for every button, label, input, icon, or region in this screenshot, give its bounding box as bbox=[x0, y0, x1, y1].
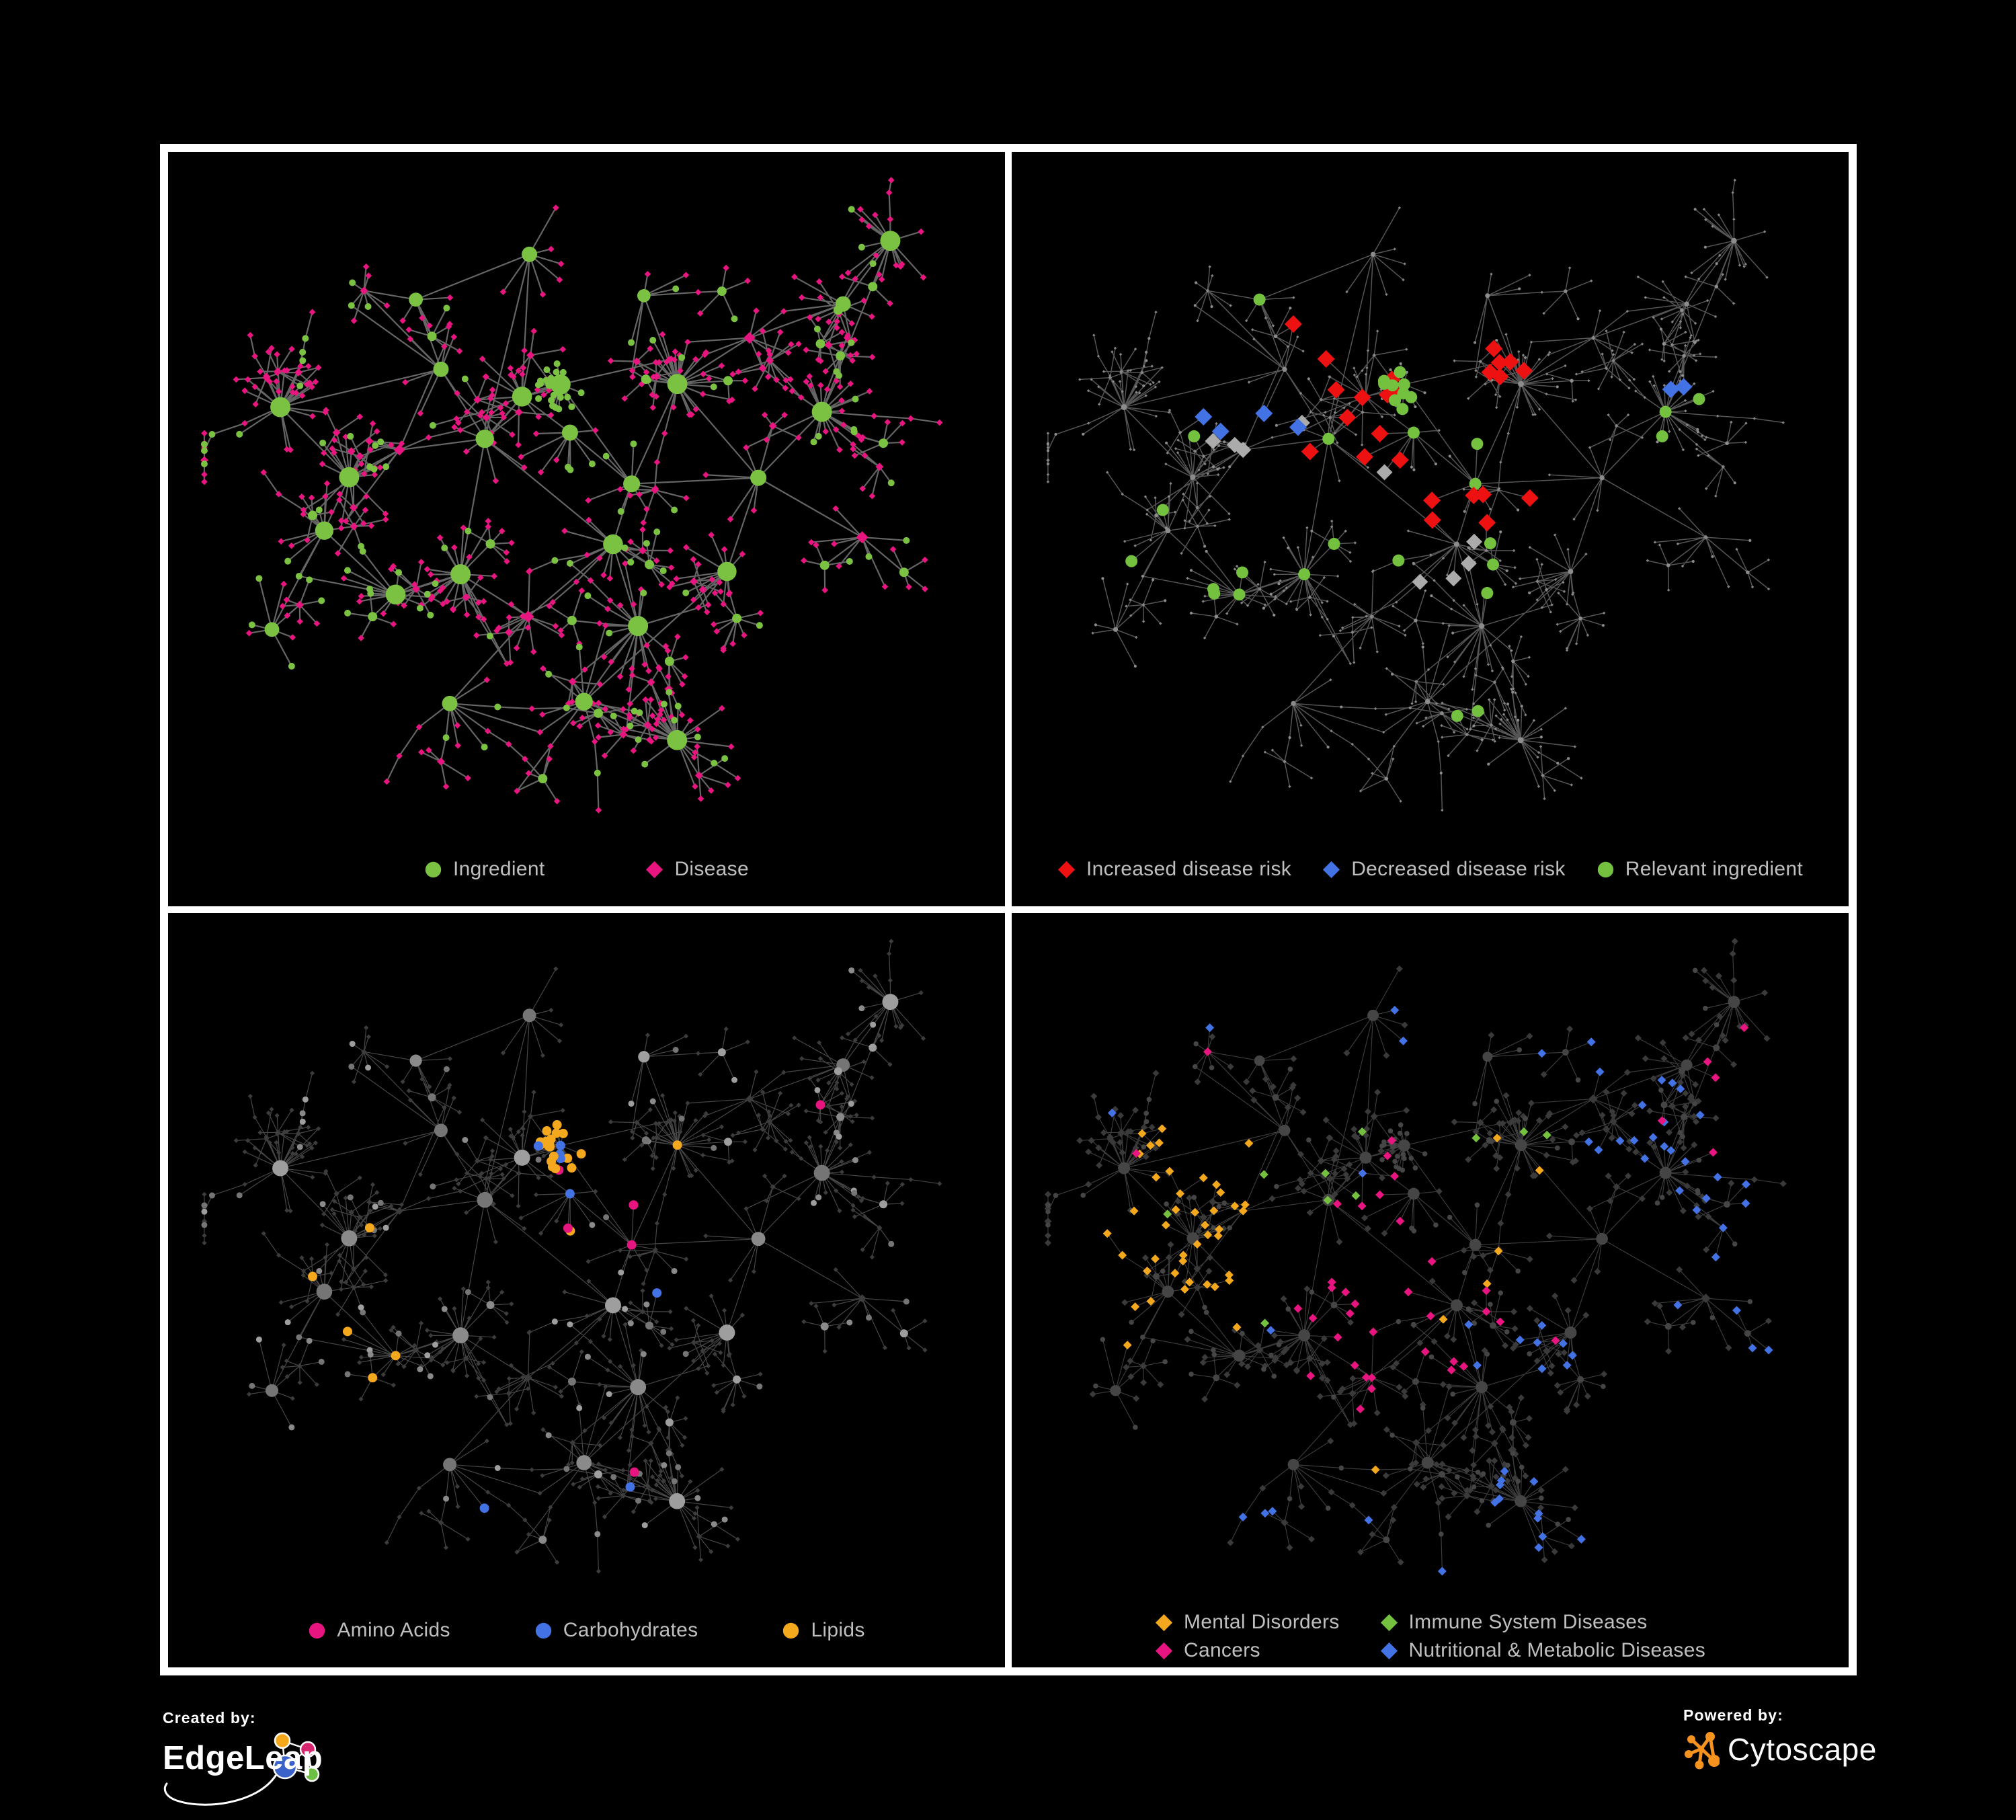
highlighted-nodes bbox=[1102, 1005, 1773, 1576]
nutrient-class-network-graph bbox=[201, 939, 942, 1574]
diamond-marker-icon bbox=[1155, 1614, 1173, 1631]
panel-disease-risk: Increased disease risk Decreased disease … bbox=[1012, 152, 1849, 906]
diamond-marker-icon bbox=[1057, 861, 1076, 878]
diamond-marker-icon bbox=[1380, 1642, 1398, 1659]
cytoscape-logo-icon bbox=[1685, 1732, 1720, 1770]
circle-marker-icon bbox=[425, 861, 442, 877]
legend-item-ingredient: Ingredient bbox=[424, 858, 545, 881]
legend-nutrient-classes: Amino Acids Carbohydrates Lipids bbox=[168, 1619, 1005, 1642]
legend-ingredient-disease: Ingredient Disease bbox=[168, 858, 1005, 881]
disease-risk-network-graph bbox=[1046, 178, 1785, 812]
network-edges bbox=[1047, 941, 1783, 1572]
ingredient-nodes bbox=[1046, 208, 1752, 781]
legend-label: Carbohydrates bbox=[563, 1619, 698, 1641]
legend-item-carbohydrates: Carbohydrates bbox=[534, 1619, 698, 1642]
ingredient-nodes bbox=[201, 967, 910, 1544]
network-edges bbox=[204, 941, 940, 1572]
ingredient-nodes bbox=[1045, 967, 1753, 1544]
edgeleap-logo: EdgeLeap bbox=[163, 1729, 485, 1816]
legend-disease-categories: Mental Disorders Immune System Diseases Ca… bbox=[1012, 1611, 1849, 1662]
legend-item-lipids: Lipids bbox=[782, 1619, 864, 1642]
legend-label: Ingredient bbox=[453, 858, 545, 880]
cytoscape-logo-text: Cytoscape bbox=[1728, 1732, 1877, 1767]
legend-label: Increased disease risk bbox=[1086, 858, 1292, 880]
diamond-marker-icon bbox=[1380, 1614, 1398, 1631]
circle-marker-icon bbox=[535, 1622, 551, 1638]
edgeleap-logo-icon bbox=[163, 1732, 320, 1806]
network-edges bbox=[203, 180, 940, 811]
legend-item-immune-system-diseases: Immune System Diseases bbox=[1380, 1611, 1705, 1634]
diamond-marker-icon bbox=[1323, 861, 1340, 878]
circle-marker-icon bbox=[783, 1622, 799, 1638]
ingredient-disease-network-graph bbox=[200, 177, 943, 814]
edgeleap-logo-text: EdgeLeap bbox=[163, 1740, 323, 1776]
legend-item-cancers: Cancers bbox=[1155, 1639, 1340, 1662]
legend-label: Lipids bbox=[811, 1619, 865, 1641]
panel-ingredient-disease: Ingredient Disease bbox=[168, 152, 1005, 906]
disease-nodes bbox=[1044, 937, 1787, 1566]
legend-item-disease: Disease bbox=[645, 858, 749, 881]
legend-item-increased-disease-risk: Increased disease risk bbox=[1057, 858, 1291, 881]
edgeleap-credit: Created by: EdgeLeap bbox=[163, 1709, 485, 1817]
diamond-marker-icon bbox=[646, 861, 663, 878]
legend-label: Amino Acids bbox=[337, 1619, 450, 1641]
legend-label: Cancers bbox=[1184, 1639, 1260, 1661]
legend-disease-risk: Increased disease risk Decreased disease … bbox=[1012, 858, 1849, 881]
legend-label: Disease bbox=[674, 858, 749, 880]
legend-item-amino-acids: Amino Acids bbox=[308, 1619, 450, 1642]
panel-nutrient-classes: Amino Acids Carbohydrates Lipids bbox=[168, 913, 1005, 1667]
panel-disease-categories: Mental Disorders Immune System Diseases Ca… bbox=[1012, 913, 1849, 1667]
created-by-label: Created by: bbox=[163, 1709, 256, 1727]
legend-item-relevant-ingredient: Relevant ingredient bbox=[1597, 858, 1803, 881]
ingredient-nodes bbox=[200, 206, 910, 784]
circle-marker-icon bbox=[1597, 861, 1613, 877]
circle-marker-icon bbox=[309, 1622, 325, 1638]
network-edges bbox=[1047, 180, 1783, 811]
legend-item-mental-disorders: Mental Disorders bbox=[1155, 1611, 1340, 1634]
cytoscape-credit: Powered by: Cytoscape bbox=[1683, 1706, 1877, 1770]
diamond-marker-icon bbox=[1155, 1642, 1173, 1659]
legend-item-nutritional-metabolic-diseases: Nutritional & Metabolic Diseases bbox=[1380, 1639, 1705, 1662]
legend-item-decreased-disease-risk: Decreased disease risk bbox=[1322, 858, 1565, 881]
disease-nodes bbox=[1046, 178, 1785, 812]
powered-by-label: Powered by: bbox=[1683, 1706, 1783, 1724]
legend-label: Nutritional & Metabolic Diseases bbox=[1408, 1639, 1705, 1661]
legend-label: Mental Disorders bbox=[1184, 1611, 1340, 1633]
disease-category-network-graph bbox=[1044, 937, 1787, 1576]
legend-label: Relevant ingredient bbox=[1625, 858, 1803, 880]
panel-grid: Ingredient Disease Increased disease risk… bbox=[160, 144, 1857, 1675]
legend-label: Decreased disease risk bbox=[1351, 858, 1566, 880]
legend-label: Immune System Diseases bbox=[1408, 1611, 1648, 1633]
highlighted-nodes bbox=[308, 1100, 825, 1513]
